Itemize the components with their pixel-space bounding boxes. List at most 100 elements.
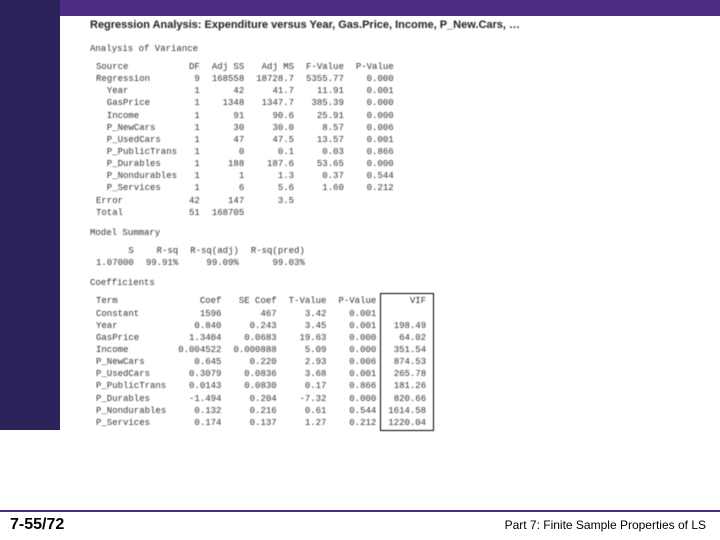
table-cell: 18728.7 (250, 73, 300, 85)
table-cell: 0.0143 (172, 380, 227, 392)
col-adjss: Adj SS (206, 61, 250, 73)
col-rsqadj: R-sq(adj) (184, 245, 245, 257)
col-s: S (90, 245, 140, 257)
vif-cell: 265.78 (382, 368, 432, 380)
table-cell: GasPrice (90, 97, 183, 109)
table-cell: 0.212 (332, 417, 382, 429)
table-cell: 385.39 (300, 97, 350, 109)
table-cell: 11.91 (300, 85, 350, 97)
table-cell: 0.3079 (172, 368, 227, 380)
table-cell: 3.68 (283, 368, 333, 380)
table-cell: 0.001 (332, 368, 382, 380)
vif-cell: 874.53 (382, 356, 432, 368)
table-cell: 0.243 (227, 320, 282, 332)
vif-cell: 198.49 (382, 320, 432, 332)
table-cell: 0.544 (332, 405, 382, 417)
table-cell: 0.000 (332, 344, 382, 356)
table-cell: 5.6 (250, 182, 300, 194)
table-cell (300, 207, 350, 219)
footer-line (0, 510, 720, 512)
table-cell: 467 (227, 308, 282, 320)
table-cell: 1 (206, 170, 250, 182)
footer: 7-55/72 Part 7: Finite Sample Properties… (0, 510, 720, 540)
table-cell (350, 207, 400, 219)
table-cell: P_Durables (90, 158, 183, 170)
model-summary-table: S R-sq R-sq(adj) R-sq(pred) 1.07000 99.9… (90, 245, 311, 269)
regression-output: Regression Analysis: Expenditure versus … (90, 18, 650, 433)
table-cell: P_PublicTrans (90, 380, 172, 392)
table-cell: 8.57 (300, 122, 350, 134)
table-cell: 42 (206, 85, 250, 97)
table-cell: 0.000 (350, 158, 400, 170)
table-cell: -7.32 (283, 393, 333, 405)
val-rsq: 99.91% (140, 257, 184, 269)
table-cell: P_NewCars (90, 356, 172, 368)
vif-cell: 820.66 (382, 393, 432, 405)
table-cell: 0.000 (332, 332, 382, 344)
table-cell: 187.6 (250, 158, 300, 170)
table-cell: 0.866 (332, 380, 382, 392)
top-bar (0, 0, 720, 16)
table-cell: 0.001 (350, 134, 400, 146)
table-cell: Income (90, 110, 183, 122)
table-cell: 1.3 (250, 170, 300, 182)
table-cell: 168705 (206, 207, 250, 219)
table-cell: 1 (183, 97, 206, 109)
table-cell: 1 (183, 158, 206, 170)
table-cell: 0.212 (350, 182, 400, 194)
coefficients-table: Term Coef SE Coef T-Value P-Value VIF Co… (90, 295, 432, 429)
table-cell: 25.91 (300, 110, 350, 122)
table-cell: P_Nondurables (90, 405, 172, 417)
table-cell: 0.0836 (227, 368, 282, 380)
table-cell: 1.60 (300, 182, 350, 194)
table-cell: Error (90, 195, 183, 207)
table-cell: 168558 (206, 73, 250, 85)
table-cell: 1347.7 (250, 97, 300, 109)
table-cell: 0.001 (332, 320, 382, 332)
table-cell: 1348 (206, 97, 250, 109)
anova-heading: Analysis of Variance (90, 43, 650, 55)
col-df: DF (183, 61, 206, 73)
table-cell: 0.001 (332, 308, 382, 320)
table-cell: 5355.77 (300, 73, 350, 85)
val-s: 1.07000 (90, 257, 140, 269)
table-cell: 3.42 (283, 308, 333, 320)
table-cell: 47.5 (250, 134, 300, 146)
table-cell: P_Services (90, 182, 183, 194)
table-cell: 1 (183, 134, 206, 146)
table-cell: 0.866 (350, 146, 400, 158)
table-cell: 1 (183, 146, 206, 158)
table-cell: 9 (183, 73, 206, 85)
col-tval: T-Value (283, 295, 333, 307)
coefficients-heading: Coefficients (90, 277, 650, 289)
col-fval: F-Value (300, 61, 350, 73)
vif-cell: 181.26 (382, 380, 432, 392)
table-cell: 188 (206, 158, 250, 170)
table-cell: 0.840 (172, 320, 227, 332)
table-cell: Year (90, 85, 183, 97)
table-cell: 91 (206, 110, 250, 122)
table-cell: 1.3404 (172, 332, 227, 344)
table-cell: P_Durables (90, 393, 172, 405)
table-cell: 2.93 (283, 356, 333, 368)
table-cell: 0.006 (332, 356, 382, 368)
table-cell: 0.000 (350, 73, 400, 85)
table-cell: 30 (206, 122, 250, 134)
table-cell: P_PublicTrans (90, 146, 183, 158)
table-cell: 51 (183, 207, 206, 219)
table-cell: 13.57 (300, 134, 350, 146)
table-cell: 0.000 (350, 97, 400, 109)
table-cell: 42 (183, 195, 206, 207)
table-cell: 0.1 (250, 146, 300, 158)
page-number: 7-55/72 (0, 516, 64, 534)
table-cell (250, 207, 300, 219)
side-bar (0, 0, 60, 430)
table-cell: P_UsedCars (90, 134, 183, 146)
vif-cell: 351.54 (382, 344, 432, 356)
anova-table: Source DF Adj SS Adj MS F-Value P-Value … (90, 61, 400, 219)
table-cell: 47 (206, 134, 250, 146)
table-cell (350, 195, 400, 207)
col-vif: VIF (382, 295, 432, 307)
table-cell: 19.63 (283, 332, 333, 344)
vif-cell: 1220.04 (382, 417, 432, 429)
